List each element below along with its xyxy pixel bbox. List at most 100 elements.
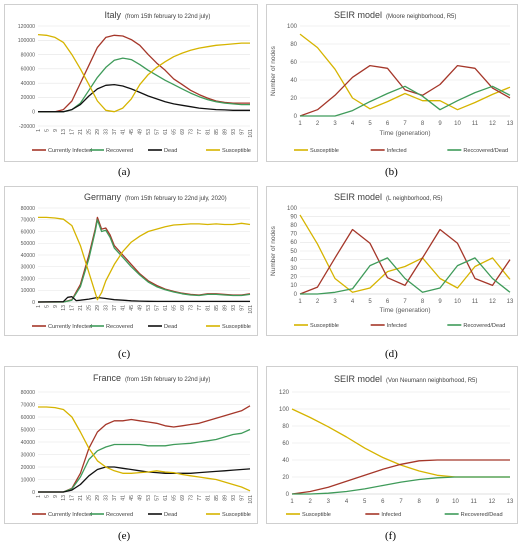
x-tick-label: 5 [368,299,372,305]
x-tick-label: 13 [507,299,514,305]
x-tick-label: 3 [327,499,331,505]
y-tick-label: 40 [282,458,289,464]
y-tick-label: 0 [32,300,35,306]
panel-label-c: (c) [118,348,131,360]
x-tick-label: 93 [231,495,237,501]
y-tick-label: 70000 [21,402,36,408]
y-tick-label: 90 [290,214,297,220]
y-axis-label: Number of nodes [270,225,277,276]
x-tick-label: 85 [214,305,220,311]
chart-title: SEIR model [334,10,382,20]
x-tick-label: 101 [248,305,254,314]
y-tick-label: 70 [290,232,297,238]
x-tick-label: 5 [44,495,50,498]
x-tick-label: 1 [290,499,294,505]
y-tick-label: 80 [282,424,289,430]
x-tick-label: 21 [78,129,84,135]
x-tick-label: 9 [436,499,440,505]
x-tick-label: 1 [36,305,42,308]
y-tick-label: 40 [290,257,297,263]
y-tick-label: 40000 [21,253,36,259]
legend-item: Dead [164,512,177,518]
x-tick-label: 89 [222,305,228,311]
x-tick-label: 69 [180,305,186,311]
y-tick-label: 60000 [21,67,36,73]
legend-item: Susceptible [310,148,339,154]
x-tick-label: 57 [155,495,161,501]
y-tick-label: 10 [290,283,297,289]
y-tick-label: 20 [290,96,297,102]
chart-frame-f [266,366,518,524]
x-tick-label: 41 [121,495,127,501]
x-tick-label: 2 [316,299,320,305]
panel-label-b: (b) [385,166,398,178]
y-tick-label: 0 [32,490,35,496]
legend-item: Currently Infected [48,512,92,518]
y-tick-label: 60 [282,441,289,447]
series-line-susceptible [38,216,251,301]
x-tick-label: 29 [95,129,101,135]
x-tick-label: 37 [112,305,118,311]
x-tick-label: 8 [421,299,425,305]
x-tick-label: 21 [78,495,84,501]
series-line-recovered [38,428,251,493]
y-tick-label: 80 [290,223,297,229]
series-line-recovered [38,219,251,303]
legend-item: Susceptible [222,148,251,154]
y-tick-label: 0 [294,114,298,120]
x-tick-label: 73 [188,305,194,311]
x-tick-label: 65 [171,129,177,135]
series-line-infected [291,459,510,495]
x-tick-label: 25 [87,495,93,501]
x-tick-label: 12 [489,299,496,305]
x-tick-label: 1 [36,129,42,132]
x-tick-label: 93 [231,129,237,135]
x-tick-label: 7 [403,299,407,305]
x-tick-label: 73 [188,495,194,501]
series-line-susceptible [299,214,511,293]
x-tick-label: 21 [78,305,84,311]
x-tick-label: 97 [239,305,245,311]
chart-title: SEIR model [334,192,382,202]
y-tick-label: 80 [290,42,297,48]
x-tick-label: 9 [53,129,59,132]
y-tick-label: 60000 [21,415,36,421]
x-tick-label: 101 [248,129,254,138]
y-tick-label: 60 [290,240,297,246]
x-tick-label: 9 [53,305,59,308]
y-tick-label: 20000 [21,465,36,471]
y-tick-label: 40000 [21,440,36,446]
x-tick-label: 45 [129,495,135,501]
x-tick-label: 17 [70,495,76,501]
series-line-recovered [38,57,250,113]
x-tick-label: 89 [222,495,228,501]
x-tick-label: 81 [205,305,211,311]
chart-title: Germany [84,192,122,202]
x-tick-label: 7 [399,499,403,505]
chart-subtitle: (L neighborhood, R5) [386,196,442,202]
legend-item: Susceptible [310,323,339,329]
x-tick-label: 49 [138,129,144,135]
chart-seir-von-neumann: SEIR model (Von Neumann neighborhood, R5)… [279,374,514,518]
legend-item: Infected [381,512,401,518]
legend-item: Susceptible [302,512,331,518]
panel-label-d: (d) [385,348,398,360]
x-tick-label: 2 [316,121,320,127]
x-tick-label: 5 [44,305,50,308]
chart-subtitle: (Moore neighborhood, R5) [386,14,456,20]
x-tick-label: 101 [248,495,254,504]
chart-seir-l: SEIR model (L neighborhood, R5) 0 10 20 30 40 5… [270,192,514,329]
y-tick-label: 20 [290,275,297,281]
series-line-infected [38,216,251,303]
x-tick-label: 17 [70,129,76,135]
x-tick-label: 9 [438,299,442,305]
series-line-dead [38,466,251,493]
x-tick-label: 3 [333,299,337,305]
x-tick-label: 41 [121,129,127,135]
x-tick-label: 25 [87,305,93,311]
y-tick-label: 30000 [21,452,36,458]
series-line-dead [37,296,250,303]
legend-item: Recovered [106,324,133,330]
series-line-infected [299,228,511,295]
y-tick-label: 50000 [21,241,36,247]
